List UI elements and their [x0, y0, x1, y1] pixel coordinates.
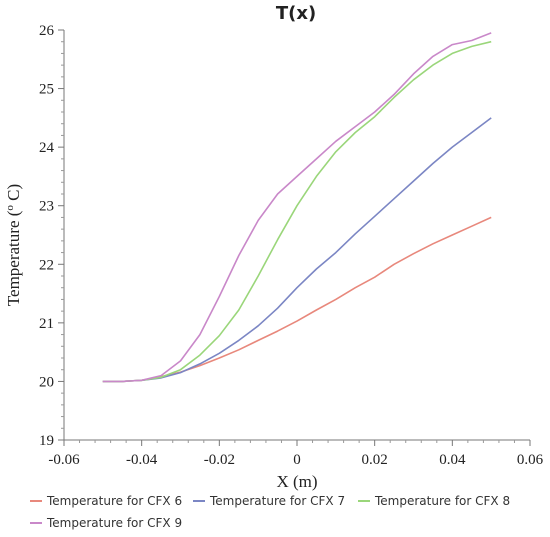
y-tick-label: 19	[39, 433, 54, 449]
series-line-cfx-7	[102, 117, 492, 383]
y-tick-label: 26	[39, 23, 55, 39]
y-tick-label: 24	[39, 140, 55, 156]
y-tick-label: 25	[39, 82, 54, 98]
x-tick-label: 0	[293, 452, 301, 468]
y-tick-label: 21	[39, 316, 54, 332]
legend-label: Temperature for CFX 8	[374, 494, 510, 508]
y-tick-label: 23	[39, 199, 54, 215]
x-tick-label: 0.06	[517, 452, 544, 468]
legend-label: Temperature for CFX 9	[46, 516, 182, 530]
series-line-cfx-9	[102, 32, 492, 383]
x-axis-label: X (m)	[276, 472, 317, 491]
series-line-cfx-6	[102, 216, 492, 383]
series-line-cfx-8	[102, 40, 492, 383]
chart-title: T(x)	[276, 3, 316, 24]
y-axis-label: Temperature (o C)	[4, 184, 23, 306]
x-tick-label: 0.04	[439, 452, 466, 468]
legend-label: Temperature for CFX 7	[209, 494, 345, 508]
y-tick-label: 22	[39, 257, 54, 273]
legend-label: Temperature for CFX 6	[46, 494, 182, 508]
x-tick-label: -0.02	[204, 452, 235, 468]
x-tick-label: 0.02	[362, 452, 388, 468]
x-tick-label: -0.04	[126, 452, 158, 468]
x-tick-label: -0.06	[48, 452, 80, 468]
y-tick-label: 20	[39, 374, 54, 390]
